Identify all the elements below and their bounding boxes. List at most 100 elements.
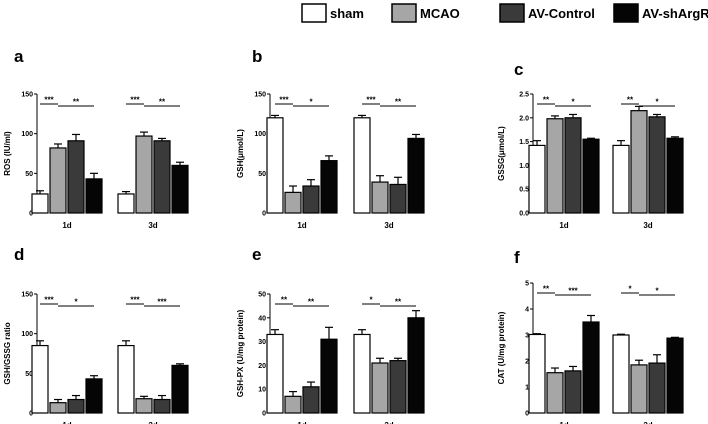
y-tick-label: 100 <box>254 131 266 138</box>
bar-av-shargrs-1d <box>320 160 338 214</box>
bar-sham-1d <box>266 333 284 414</box>
bar-sham-3d <box>612 334 630 414</box>
y-tick-label: 150 <box>254 92 266 99</box>
legend-swatch-av-control <box>499 3 525 23</box>
significance-label: ** <box>308 298 315 307</box>
bar-mcao-3d <box>371 181 389 214</box>
significance-label: *** <box>130 96 140 105</box>
panel-letter-b: b <box>252 47 262 66</box>
bar-sham-3d <box>353 333 371 414</box>
bar-av-control-3d <box>153 140 171 214</box>
bar-mcao-1d <box>546 372 564 414</box>
bar-mcao-1d <box>284 395 302 414</box>
bar-sham-1d <box>266 117 284 214</box>
significance-label: *** <box>157 298 167 307</box>
bar-sham-3d <box>353 117 371 214</box>
panel-letter-a: a <box>14 47 24 66</box>
bar-mcao-1d <box>546 118 564 214</box>
category-label-1d: 1d <box>297 221 306 230</box>
bar-mcao-1d <box>284 191 302 214</box>
bar-av-shargrs-3d <box>666 337 684 414</box>
legend-label-sham: sham <box>330 6 364 21</box>
category-label-3d: 3d <box>643 221 652 230</box>
bar-av-shargrs-3d <box>407 137 425 214</box>
significance-label: ** <box>627 96 634 105</box>
bar-av-control-3d <box>389 360 407 414</box>
y-tick-label: 50 <box>258 292 266 299</box>
category-label-1d: 1d <box>297 421 306 424</box>
legend-label-av-control: AV-Control <box>528 6 595 21</box>
y-axis-label: GSH(μmol/L) <box>236 129 245 178</box>
panel-letter-f: f <box>514 248 520 267</box>
bar-av-control-1d <box>302 185 320 214</box>
significance-label: ** <box>543 96 550 105</box>
y-tick-label: 3 <box>525 333 529 340</box>
bar-av-control-3d <box>389 183 407 214</box>
bar-av-shargrs-1d <box>85 178 103 214</box>
significance-label: *** <box>130 296 140 305</box>
y-axis-label: CAT (U/mg protein) <box>497 311 506 384</box>
y-tick-label: 50 <box>258 171 266 178</box>
bar-av-control-3d <box>153 398 171 414</box>
y-tick-label: 2.5 <box>519 92 529 99</box>
bar-av-shargrs-1d <box>582 321 600 414</box>
y-axis-label: GSSG(μmol/L) <box>497 126 506 181</box>
y-tick-label: 100 <box>21 331 33 338</box>
legend-swatch-mcao <box>391 3 417 23</box>
bar-sham-1d <box>31 344 49 414</box>
significance-label: *** <box>44 96 54 105</box>
category-label-3d: 3d <box>148 221 157 230</box>
y-tick-label: 0 <box>262 411 266 418</box>
bar-sham-3d <box>117 193 135 214</box>
category-label-1d: 1d <box>559 421 568 424</box>
legend: sham MCAO AV-Control AV-shArgRS <box>301 3 708 23</box>
y-tick-label: 0 <box>262 211 266 218</box>
significance-label: ** <box>395 298 402 307</box>
significance-label: ** <box>159 98 166 107</box>
bar-av-control-1d <box>564 370 582 414</box>
significance-label: ** <box>543 285 550 294</box>
significance-label: * <box>571 98 575 107</box>
bar-mcao-3d <box>371 362 389 414</box>
bar-mcao-1d <box>49 147 67 214</box>
bar-mcao-3d <box>630 110 648 214</box>
category-label-1d: 1d <box>62 221 71 230</box>
significance-label: *** <box>366 96 376 105</box>
significance-label: * <box>655 287 659 296</box>
legend-label-av-shargrs: AV-shArgRS <box>642 6 708 21</box>
y-tick-label: 0.5 <box>519 187 529 194</box>
bar-av-shargrs-1d <box>320 338 338 414</box>
bar-av-control-1d <box>67 398 85 414</box>
y-axis-label: ROS (IU/ml) <box>3 131 12 176</box>
y-tick-label: 1.0 <box>519 163 529 170</box>
category-label-3d: 3d <box>384 221 393 230</box>
bar-sham-3d <box>117 344 135 414</box>
category-label-1d: 1d <box>62 421 71 424</box>
bar-sham-1d <box>31 193 49 214</box>
bar-av-shargrs-1d <box>582 138 600 214</box>
bar-av-control-1d <box>564 117 582 214</box>
y-tick-label: 20 <box>258 363 266 370</box>
bar-av-shargrs-3d <box>666 137 684 214</box>
y-tick-label: 4 <box>525 307 529 314</box>
category-label-1d: 1d <box>559 221 568 230</box>
y-axis-label: GSH-PX (U/mg protein) <box>236 309 245 397</box>
bar-av-control-1d <box>67 140 85 214</box>
y-tick-label: 0.0 <box>519 211 529 218</box>
bar-av-control-3d <box>648 362 666 414</box>
bar-sham-1d <box>528 144 546 214</box>
significance-label: * <box>309 98 313 107</box>
significance-label: * <box>74 298 78 307</box>
significance-label: *** <box>279 96 289 105</box>
bar-sham-1d <box>528 333 546 414</box>
bar-mcao-3d <box>630 364 648 414</box>
y-tick-label: 150 <box>21 292 33 299</box>
legend-swatch-sham <box>301 3 327 23</box>
significance-label: * <box>655 98 659 107</box>
